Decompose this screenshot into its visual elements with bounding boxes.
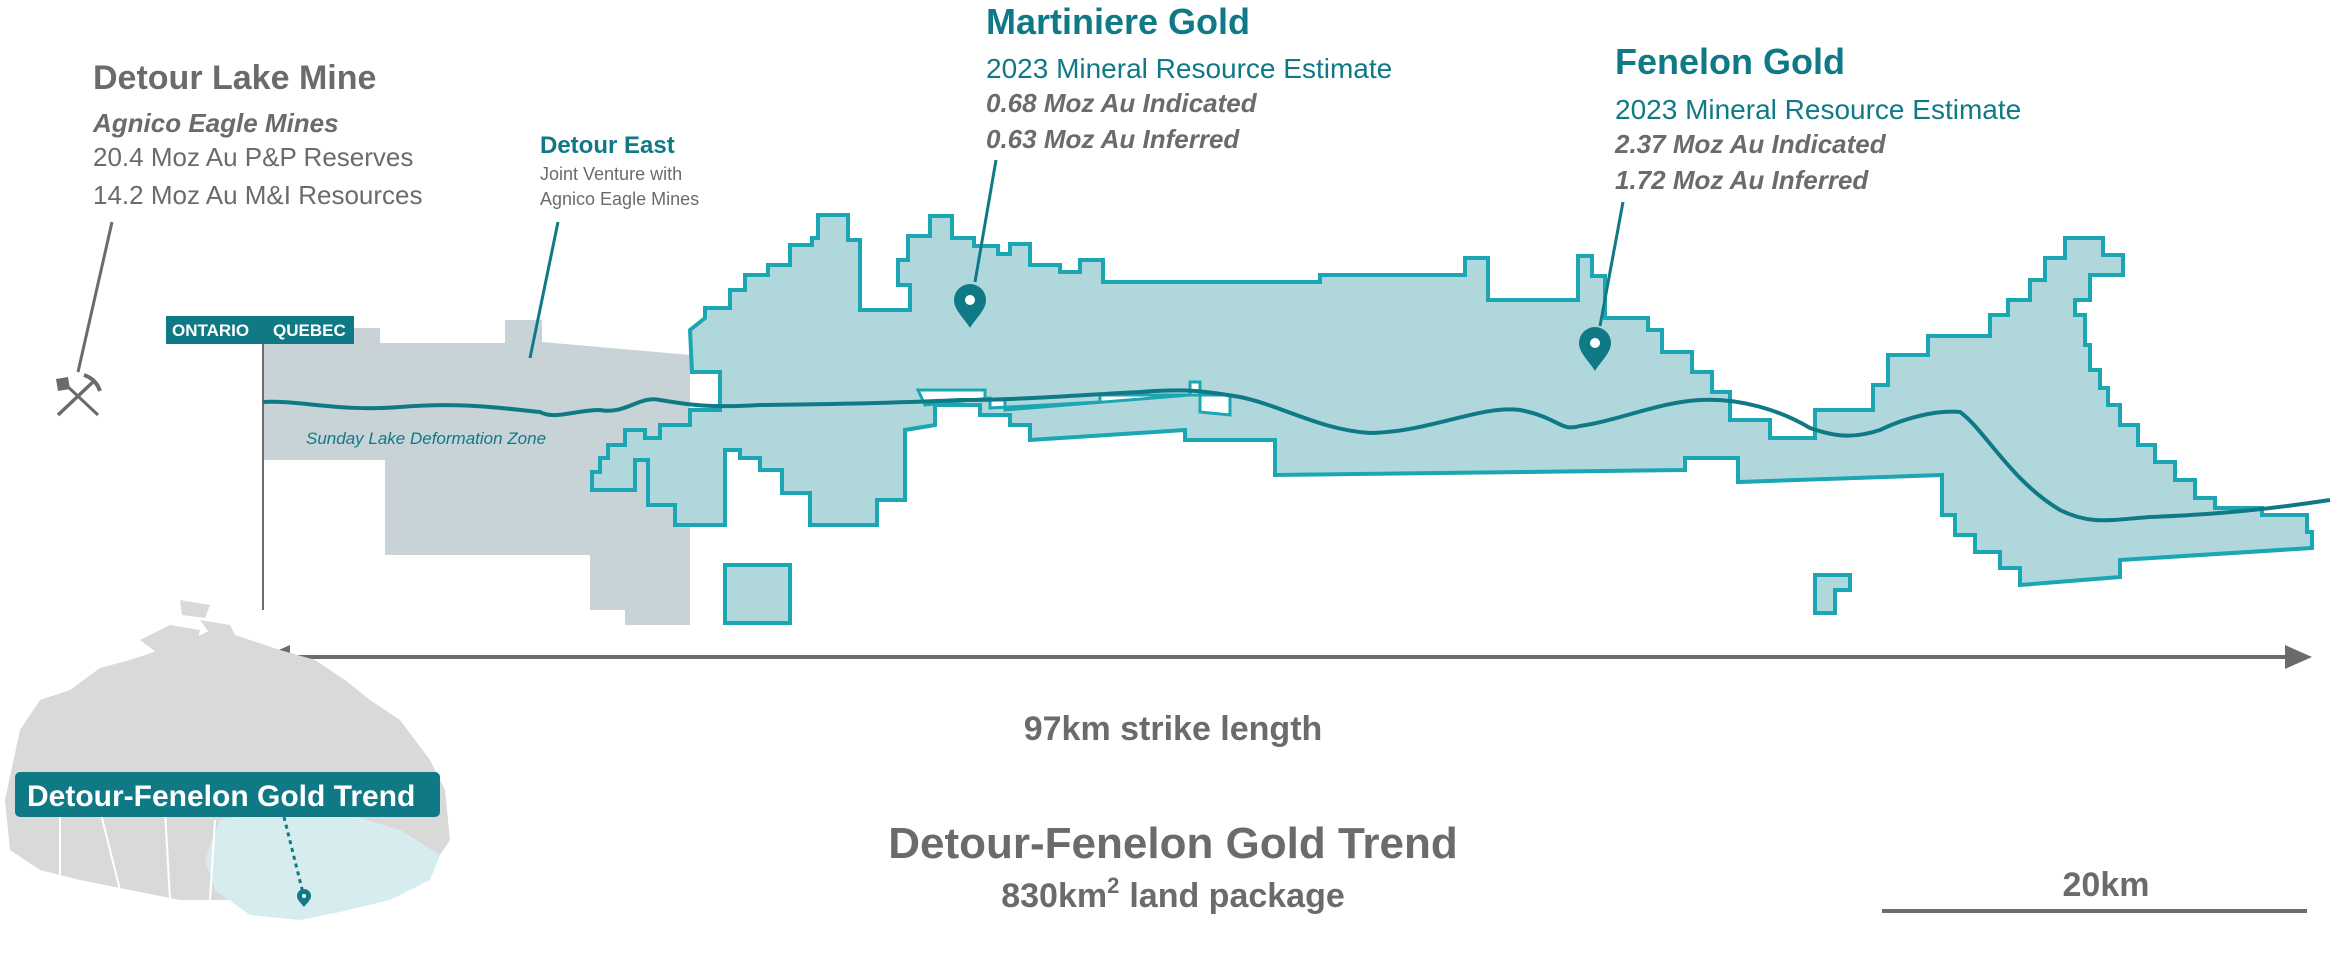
strike-length-arrow [263,645,2312,669]
location-pin-icon [297,889,311,907]
detour-lake-reserves: 20.4 Moz Au P&P Reserves [93,142,413,172]
province-lines [59,809,216,901]
canada-inset-map: Detour-Fenelon Gold Trend [5,600,450,920]
claim-boundary [590,213,2314,588]
trend-title: Detour-Fenelon Gold Trend [888,819,1458,868]
quebec-label: QUEBEC [273,321,346,340]
land-package-suffix: land package [1129,877,1344,915]
fenelon-subtitle: 2023 Mineral Resource Estimate [1615,94,2021,125]
inset-label: Detour-Fenelon Gold Trend [27,780,415,813]
separate-claim-west [723,563,792,625]
martiniere-indicated: 0.68 Moz Au Indicated [986,88,1258,118]
deformation-zone-label: Sunday Lake Deformation Zone [306,429,546,448]
fenelon-title: Fenelon Gold [1615,41,1845,82]
detour-east-line2: Agnico Eagle Mines [540,189,699,209]
land-package-value: 830km [1001,877,1107,915]
inset-leader [282,816,305,894]
deformation-zone-line [262,388,2331,523]
ontario-label: ONTARIO [172,321,249,340]
detour-east-land-block [263,320,690,625]
martiniere-title: Martiniere Gold [986,1,1250,42]
detour-east-line1: Joint Venture with [540,164,682,184]
martiniere-inferred: 0.63 Moz Au Inferred [986,124,1240,154]
detour-lake-resources: 14.2 Moz Au M&I Resources [93,180,422,210]
detour-lake-title: Detour Lake Mine [93,59,376,97]
land-package: 830km2 land package [1001,873,1345,915]
inset-label-bg [15,772,440,817]
mine-pickaxe-shovel-icon [56,373,102,417]
quebec-highlight [205,805,440,920]
martiniere-leader [973,159,998,283]
arctic-islands [140,600,240,655]
map-pin-icon [1579,327,1611,371]
fenelon-indicated: 2.37 Moz Au Indicated [1614,129,1887,159]
fenelon-inferred: 1.72 Moz Au Inferred [1615,165,1869,195]
detour-lake-leader [76,221,114,373]
fenelon-leader [1598,201,1625,327]
strike-length-label: 97km strike length [1024,710,1323,748]
detour-east-leader [528,221,560,359]
scale-bar-label: 20km [2063,866,2150,904]
border-label-bg [166,316,354,344]
land-package-sup: 2 [1107,873,1119,898]
detour-lake-owner: Agnico Eagle Mines [92,108,339,138]
martiniere-subtitle: 2023 Mineral Resource Estimate [986,53,1392,84]
separate-claim-east [1813,573,1852,615]
map-pin-icon [954,284,986,328]
detour-east-title: Detour East [540,132,675,159]
